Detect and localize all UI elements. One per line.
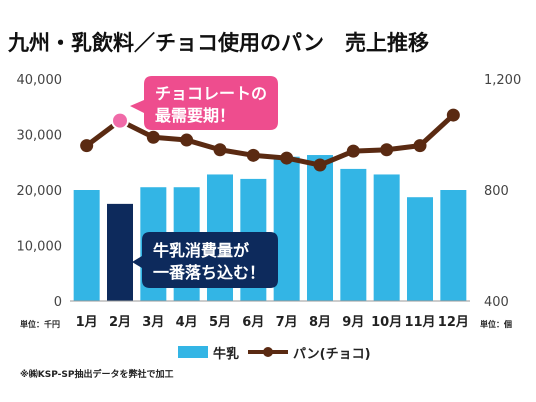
legend-bread-swatch-marker bbox=[263, 347, 273, 357]
legend-milk-label: 牛乳 bbox=[213, 346, 239, 362]
bread-point-1月 bbox=[80, 139, 94, 153]
bar-9月 bbox=[340, 168, 367, 301]
legend-milk-swatch bbox=[178, 346, 208, 358]
callout-chocolate-line2: 最需要期！ bbox=[155, 106, 235, 125]
x-tick-label: 4月 bbox=[176, 315, 198, 330]
left-tick-label: 40,000 bbox=[17, 73, 63, 88]
bread-point-9月 bbox=[346, 144, 360, 158]
bar-2月 bbox=[107, 203, 133, 301]
x-tick-label: 8月 bbox=[309, 315, 331, 330]
callout-milk-line2: 一番落ち込む！ bbox=[153, 263, 265, 282]
right-axis-unit: 単位：個 bbox=[480, 319, 512, 329]
bread-point-7月 bbox=[280, 151, 294, 165]
bread-point-11月 bbox=[413, 139, 427, 153]
right-tick-label: 400 bbox=[484, 295, 509, 310]
bread-point-10月 bbox=[380, 143, 394, 157]
line-series bbox=[80, 108, 460, 172]
left-axis-unit: 単位：千円 bbox=[20, 319, 60, 329]
bar-11月 bbox=[407, 197, 433, 301]
x-tick-label: 12月 bbox=[438, 315, 469, 330]
x-tick-label: 6月 bbox=[242, 315, 264, 330]
bread-point-5月 bbox=[213, 143, 227, 157]
callout-milk-low: 牛乳消費量が 一番落ち込む！ bbox=[132, 232, 278, 288]
bar-10月 bbox=[373, 174, 400, 301]
source-note: ※㈱KSP-SP抽出データを弊社で加工 bbox=[20, 368, 173, 380]
bread-point-6月 bbox=[246, 148, 260, 162]
legend-bread-label: パン(チョコ) bbox=[293, 347, 371, 362]
bar-12月 bbox=[440, 190, 467, 301]
bread-point-4月 bbox=[180, 133, 194, 147]
x-tick-label: 7月 bbox=[276, 315, 298, 330]
bread-point-8月 bbox=[313, 158, 327, 172]
callout-milk-bubble bbox=[132, 232, 278, 288]
x-tick-label: 10月 bbox=[371, 315, 402, 330]
chart-title: 九州・乳飲料／チョコ使用のパン 売上推移 bbox=[7, 31, 429, 55]
bread-point-3月 bbox=[146, 130, 160, 144]
right-axis-ticks: 400 800 1,200 bbox=[484, 73, 521, 310]
x-tick-label: 2月 bbox=[109, 315, 131, 330]
callout-milk-line1: 牛乳消費量が bbox=[153, 241, 249, 260]
bar-8月 bbox=[307, 155, 333, 301]
callout-chocolate-line1: チョコレートの bbox=[155, 84, 267, 103]
callout-chocolate-bubble bbox=[130, 76, 278, 130]
x-tick-label: 3月 bbox=[142, 315, 164, 330]
x-tick-label: 1月 bbox=[76, 315, 98, 330]
left-tick-label: 20,000 bbox=[17, 184, 63, 199]
bread-point-12月 bbox=[446, 108, 460, 122]
x-tick-label: 5月 bbox=[209, 315, 231, 330]
left-tick-label: 10,000 bbox=[17, 240, 63, 255]
bar-1月 bbox=[73, 190, 100, 301]
left-tick-label: 30,000 bbox=[17, 129, 63, 144]
bread-point-2月 bbox=[111, 111, 129, 130]
legend: 牛乳 パン(チョコ) bbox=[178, 346, 371, 362]
x-tick-label: 11月 bbox=[404, 315, 435, 330]
right-tick-label: 1,200 bbox=[484, 73, 521, 88]
x-axis-ticks: 1月 2月 3月 4月 5月 6月 7月 8月 9月 10月 11月 12月 bbox=[76, 315, 469, 330]
right-tick-label: 800 bbox=[484, 184, 509, 199]
callout-chocolate-peak: チョコレートの 最需要期！ bbox=[130, 76, 278, 130]
left-axis-ticks: 0 10,000 20,000 30,000 40,000 bbox=[17, 73, 63, 310]
left-tick-label: 0 bbox=[54, 295, 62, 310]
x-tick-label: 9月 bbox=[342, 315, 364, 330]
